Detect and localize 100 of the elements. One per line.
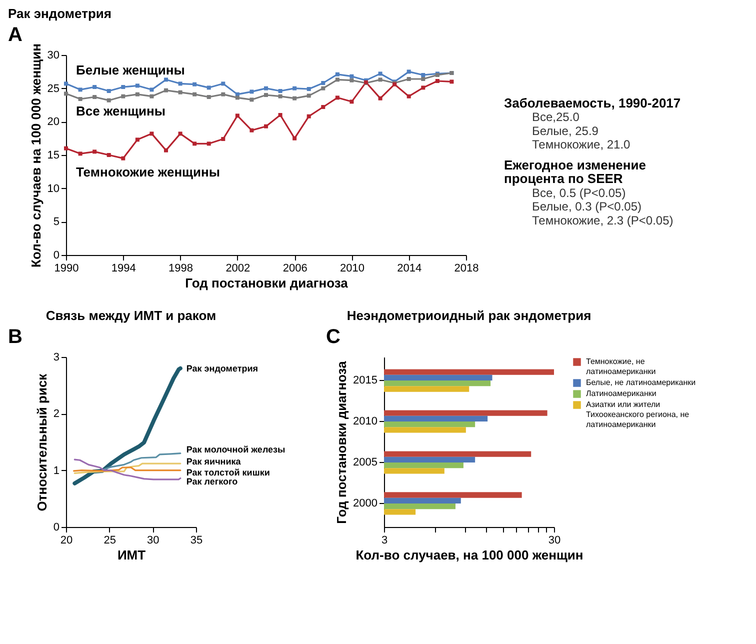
point xyxy=(121,94,126,98)
point xyxy=(64,146,68,150)
point xyxy=(106,98,111,102)
x-tick-label: 2018 xyxy=(454,262,479,274)
text: Белые, 25.9 xyxy=(532,124,599,138)
point xyxy=(221,137,226,141)
point xyxy=(150,132,154,136)
text: Все, 0.5 (P<0.05) xyxy=(532,186,626,200)
point xyxy=(335,72,340,76)
line-series xyxy=(74,458,182,480)
x-tick-label: 2006 xyxy=(282,262,308,274)
point xyxy=(221,82,226,86)
x-tick-label: 35 xyxy=(190,534,203,546)
text: Заболеваемость, 1990-2017 xyxy=(504,95,681,110)
point xyxy=(406,94,411,98)
point xyxy=(221,92,226,96)
point xyxy=(278,94,282,98)
y-tick-label: 1 xyxy=(53,464,60,477)
point xyxy=(321,86,326,90)
y-tick-label: 5 xyxy=(53,216,60,228)
point xyxy=(250,90,254,94)
series-label: Рак толстой кишки xyxy=(186,467,270,478)
series-label: Рак эндометрия xyxy=(186,363,258,374)
point xyxy=(78,152,82,156)
point xyxy=(235,114,240,118)
point xyxy=(150,94,154,98)
point xyxy=(306,114,311,118)
point xyxy=(164,88,168,92)
x-axis-title: Год постановки диагноза xyxy=(185,276,349,290)
point xyxy=(278,89,282,93)
point xyxy=(306,87,311,91)
text: C xyxy=(326,326,340,348)
point xyxy=(135,84,140,88)
line-series xyxy=(72,366,182,486)
y-tick-label: 2010 xyxy=(353,416,378,428)
point xyxy=(92,150,97,154)
point xyxy=(406,77,411,81)
point xyxy=(106,153,111,157)
point xyxy=(121,85,126,89)
y-tick-label: 0 xyxy=(53,250,60,262)
series-label: Рак легкого xyxy=(186,476,238,486)
point xyxy=(421,73,426,77)
point xyxy=(335,78,340,82)
point xyxy=(206,86,211,90)
text: Темнокожие, 21.0 xyxy=(532,138,631,152)
point xyxy=(435,79,440,83)
point xyxy=(350,78,354,82)
point xyxy=(92,95,97,99)
point xyxy=(206,95,211,99)
text: Темнокожие, 2.3 (P<0.05) xyxy=(532,214,674,228)
point xyxy=(64,82,68,86)
x-tick-label: 1998 xyxy=(168,262,194,274)
point xyxy=(250,98,254,102)
point xyxy=(164,78,168,82)
point xyxy=(64,92,68,96)
legend-label: Латиноамериканки xyxy=(586,389,656,398)
point xyxy=(235,96,240,100)
point xyxy=(164,148,168,152)
text: Все,25.0 xyxy=(532,110,580,124)
point xyxy=(78,97,82,101)
text: Ежегодное изменение xyxy=(504,157,646,172)
point xyxy=(421,77,426,81)
point xyxy=(192,92,197,96)
y-axis-title: Год постановки диагноза xyxy=(334,360,350,524)
y-tick-label: 2000 xyxy=(353,497,378,510)
point xyxy=(178,90,182,94)
point xyxy=(378,78,382,82)
point xyxy=(350,100,354,104)
text: A xyxy=(8,24,22,46)
point xyxy=(406,70,411,74)
legend-label: Белые, не латиноамериканки xyxy=(586,378,696,387)
series-label: Рак молочной железы xyxy=(186,444,286,454)
point xyxy=(192,142,197,146)
point xyxy=(292,96,297,100)
x-tick-label: 30 xyxy=(147,534,160,546)
point xyxy=(378,72,382,76)
series-label: Рак яичника xyxy=(186,456,242,467)
x-tick-label: 2010 xyxy=(340,262,364,274)
point xyxy=(150,88,154,92)
y-tick-label: 10 xyxy=(47,182,60,195)
line-series xyxy=(74,462,182,474)
point xyxy=(292,86,297,90)
point xyxy=(106,89,111,93)
y-tick-label: 25 xyxy=(47,82,60,95)
legend-label: Темнокожие, не латиноамериканки xyxy=(586,357,656,376)
series-label: Белые женщины xyxy=(76,62,185,78)
point xyxy=(264,93,268,97)
point xyxy=(135,138,140,142)
legend-label: Азиатки или жители Тихоокеанского региона, не латиноамериканки xyxy=(586,400,690,429)
chart-title: Рак эндометрия xyxy=(8,6,112,21)
y-tick-label: 20 xyxy=(47,116,60,128)
point xyxy=(306,94,311,98)
point xyxy=(192,82,197,86)
text: Белые, 0.3 (P<0.05) xyxy=(532,200,642,214)
point xyxy=(121,156,126,160)
y-tick-label: 2005 xyxy=(353,456,378,468)
point xyxy=(264,124,268,128)
chart-title: Неэндометриоидный рак эндометрия xyxy=(346,308,592,323)
point xyxy=(135,92,140,96)
text: B xyxy=(8,326,22,348)
